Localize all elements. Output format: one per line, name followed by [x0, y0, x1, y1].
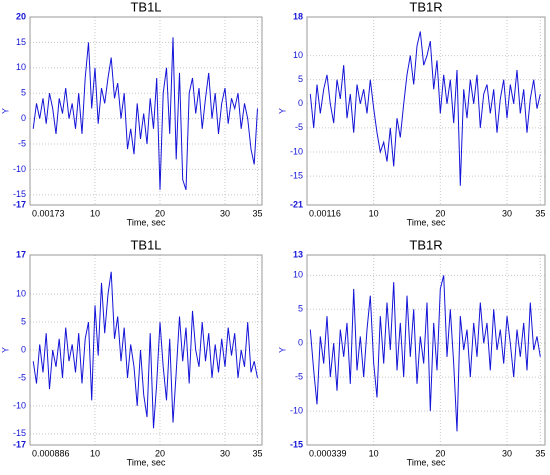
data-line [309, 275, 541, 432]
y-tick-label: 0 [21, 344, 26, 354]
y-axis-label: Y [277, 347, 287, 353]
panel: TB1L -17-15 -10 -5 0 5 10 15 20 0.00173 10 20 30 35 Ti… [0, 0, 263, 227]
y-axis-label: Y [0, 347, 10, 353]
data-line [32, 37, 258, 190]
x-tick-label: 0.00116 [309, 208, 341, 218]
y-tick-label: 5 [298, 304, 303, 314]
panel-title: TB1L [130, 0, 161, 14]
y-tick-label: 5 [298, 74, 303, 84]
x-tick-label: 35 [252, 448, 262, 458]
y-tick-label: -10 [290, 146, 303, 156]
x-tick-label: 0.00173 [32, 208, 65, 218]
y-tick-label: 0 [21, 113, 26, 123]
y-tick-label: 10 [293, 50, 303, 60]
panel: TB1R -21 -15 -10 -5 0 5 10 18 0.00116 10 20 30 35 Time… [277, 0, 546, 227]
y-tick-label: 17 [16, 249, 26, 259]
y-tick-label: 5 [21, 316, 26, 326]
panel: TB1L -17-15 -10 -5 0 5 10 17 0.000886 10 20 30 35 Tim… [0, 237, 263, 467]
y-tick-label: -17 [13, 199, 26, 209]
y-tick-label: -10 [290, 405, 303, 415]
data-line [32, 271, 258, 429]
y-axis-label: Y [277, 108, 287, 114]
plot-frame [29, 16, 263, 206]
x-tick-label: 0.000886 [32, 448, 70, 458]
y-tick-label: -15 [290, 170, 303, 180]
x-axis-label: Time, sec [127, 457, 166, 467]
y-tick-label: -5 [295, 372, 303, 382]
y-tick-label: -17 [13, 439, 26, 449]
x-tick-label: 0.000339 [309, 448, 347, 458]
x-tick-label: 10 [369, 208, 379, 218]
y-axis-label: Y [0, 108, 10, 114]
y-tick-label: 15 [16, 37, 26, 47]
x-tick-label: 35 [535, 448, 545, 458]
x-tick-label: 30 [502, 208, 512, 218]
y-tick-label: 10 [293, 270, 303, 280]
y-tick-label: 18 [293, 11, 303, 21]
x-tick-label: 35 [535, 208, 545, 218]
plot-frame [306, 16, 546, 206]
panel-title: TB1L [130, 237, 161, 252]
y-tick-label: -10 [13, 400, 26, 410]
x-tick-label: 35 [252, 208, 262, 218]
y-tick-label: -21 [290, 199, 303, 209]
plot-frame [29, 254, 263, 446]
x-tick-label: 10 [369, 448, 379, 458]
panel: TB1R -15 -10 -5 0 5 10 13 0.000339 10 20 30 35 Time, … [277, 237, 546, 467]
x-axis-label: Time, sec [127, 217, 166, 227]
y-tick-label: 5 [21, 88, 26, 98]
x-tick-label: 20 [435, 208, 445, 218]
y-tick-label: -5 [18, 372, 26, 382]
y-tick-label: 10 [16, 288, 26, 298]
y-tick-label: -15 [290, 439, 303, 449]
x-tick-label: 20 [155, 448, 165, 458]
x-tick-label: 30 [220, 208, 230, 218]
x-tick-label: 20 [435, 448, 445, 458]
panel-title: TB1R [409, 237, 442, 252]
panel-title: TB1R [409, 0, 442, 14]
x-tick-label: 30 [502, 448, 512, 458]
y-tick-label: 10 [16, 62, 26, 72]
y-tick-label: 0 [298, 98, 303, 108]
y-tick-label: -15 [13, 428, 26, 438]
x-tick-label: 10 [90, 208, 100, 218]
data-line [309, 31, 541, 186]
y-tick-label: 0 [298, 338, 303, 348]
x-axis-label: Time, sec [407, 217, 446, 227]
y-tick-label: -5 [295, 122, 303, 132]
x-tick-label: 30 [220, 448, 230, 458]
y-tick-label: -10 [13, 164, 26, 174]
y-tick-label: -5 [18, 138, 26, 148]
y-tick-label: 13 [293, 249, 303, 259]
x-tick-label: 20 [155, 208, 165, 218]
y-tick-label: 20 [16, 11, 26, 21]
x-axis-label: Time, sec [407, 457, 446, 467]
plot-frame [306, 254, 546, 446]
x-tick-label: 10 [90, 448, 100, 458]
y-tick-label: -15 [13, 189, 26, 199]
